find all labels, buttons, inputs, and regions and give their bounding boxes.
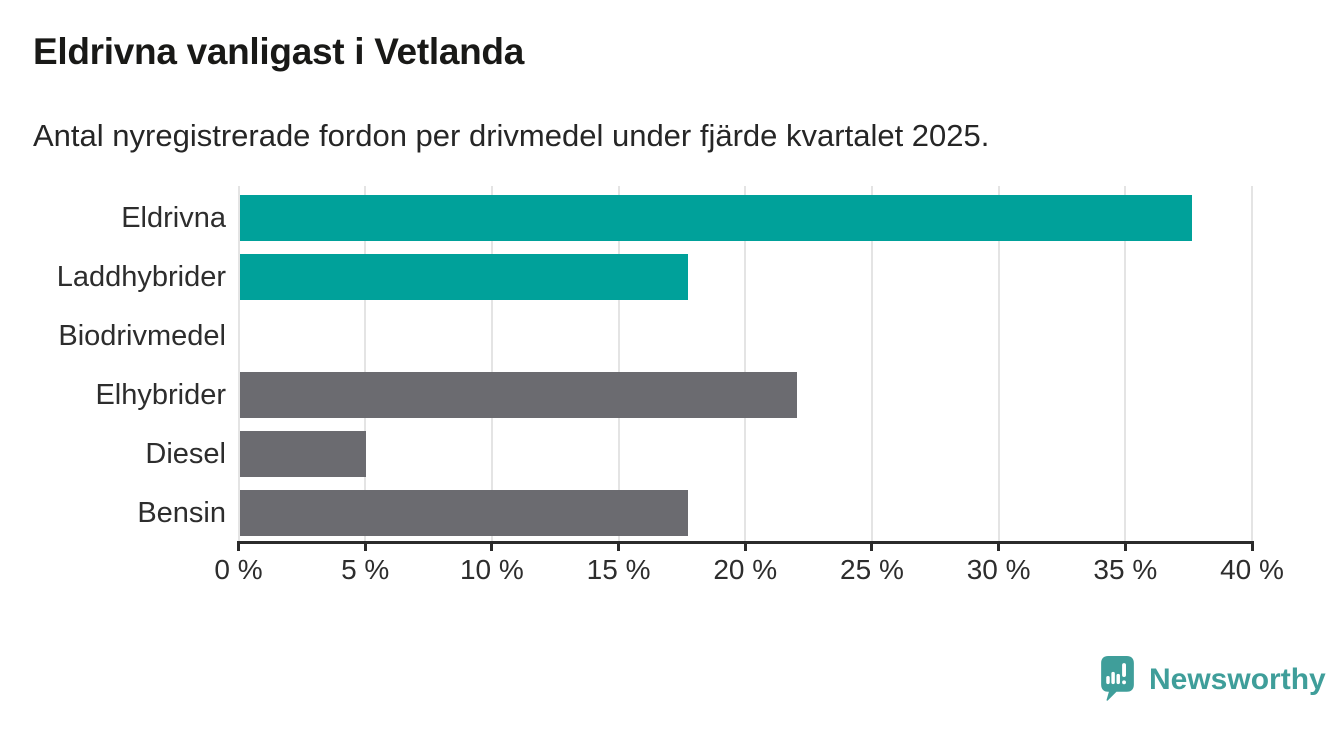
x-tick-label: 15 % xyxy=(586,554,651,585)
category-label-diesel: Diesel xyxy=(145,437,226,470)
gridline xyxy=(870,186,873,541)
x-axis-tick xyxy=(870,541,874,551)
gridline xyxy=(744,186,747,541)
x-axis-tick xyxy=(490,541,494,551)
x-tick-label: 30 % xyxy=(966,554,1031,585)
gridline xyxy=(997,186,1000,541)
bar-eldrivna xyxy=(239,195,1193,241)
x-axis-tick xyxy=(997,541,1001,551)
x-axis-tick xyxy=(743,541,747,551)
x-tick-label: 40 % xyxy=(1220,554,1284,585)
newsworthy-logo-icon xyxy=(1101,656,1134,701)
gridline xyxy=(237,186,240,541)
x-axis-tick xyxy=(237,541,240,551)
bar-bensin xyxy=(239,490,688,536)
chart-title: Eldrivna vanligast i Vetlanda xyxy=(33,31,524,72)
x-tick-label: 5 % xyxy=(341,554,390,585)
category-label-biodrivmedel: Biodrivmedel xyxy=(58,319,226,352)
category-label-elhybrider: Elhybrider xyxy=(95,378,226,411)
x-tick-label: 20 % xyxy=(713,554,778,585)
x-tick-label: 25 % xyxy=(840,554,904,585)
x-axis-tick xyxy=(1123,541,1127,551)
newsworthy-logo-text: Newsworthy xyxy=(1149,663,1326,696)
x-axis-tick xyxy=(1250,541,1254,551)
x-tick-label: 10 % xyxy=(459,554,524,585)
gridline xyxy=(490,186,493,541)
category-label-bensin: Bensin xyxy=(137,496,226,529)
category-label-laddhybrider: Laddhybrider xyxy=(56,260,226,293)
gridline xyxy=(364,186,367,541)
gridline xyxy=(1251,186,1253,541)
x-tick-label: 35 % xyxy=(1093,554,1158,585)
bar-laddhybrider xyxy=(239,254,688,300)
chart-subtitle: Antal nyregistrerade fordon per drivmede… xyxy=(33,118,990,153)
gridline xyxy=(1124,186,1127,541)
newsworthy-logo: Newsworthy xyxy=(1101,656,1326,701)
x-axis-tick xyxy=(617,541,621,551)
bar-elhybrider xyxy=(239,372,797,418)
gridline xyxy=(617,186,620,541)
bar-diesel xyxy=(239,431,367,477)
x-axis-tick xyxy=(363,541,367,551)
x-tick-label: 0 % xyxy=(214,554,263,585)
category-label-eldrivna: Eldrivna xyxy=(121,201,226,234)
